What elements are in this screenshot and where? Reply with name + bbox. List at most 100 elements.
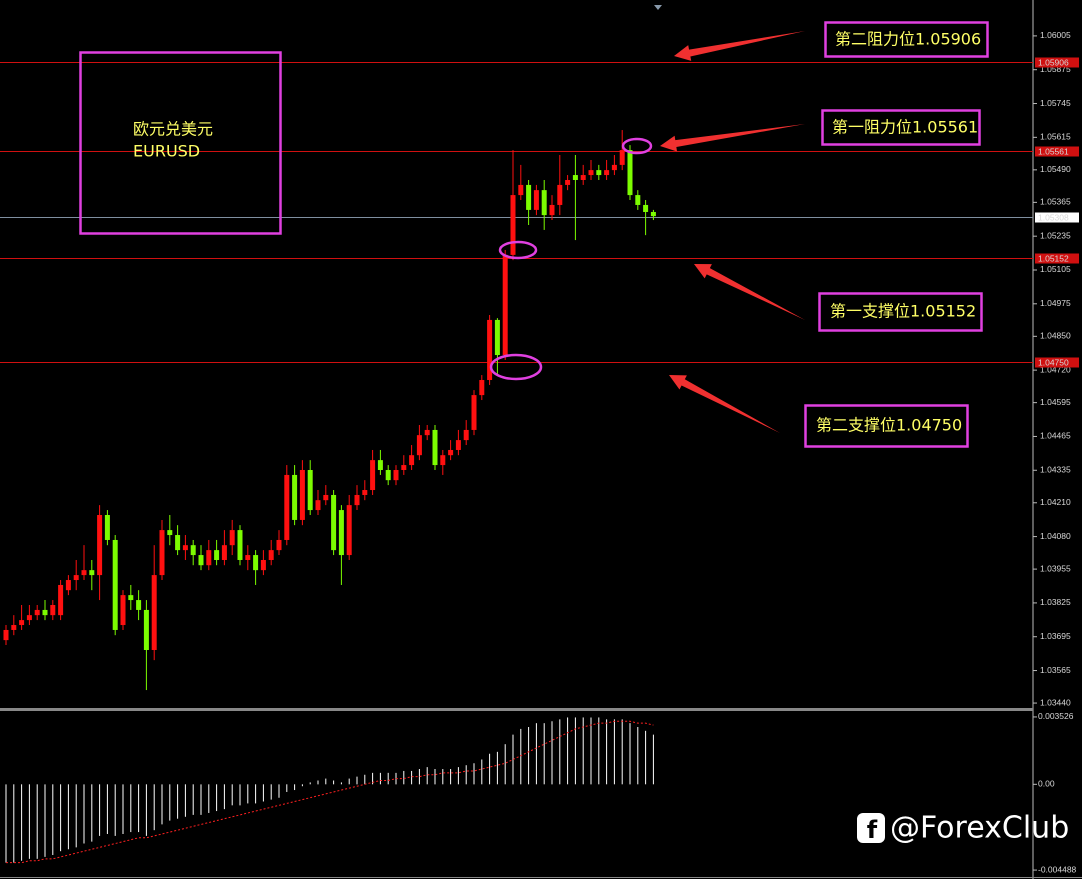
candle-body bbox=[370, 460, 376, 491]
arrow bbox=[660, 124, 805, 152]
candle-body bbox=[11, 625, 17, 630]
candle-body bbox=[89, 570, 95, 576]
y-tick-label: 1.06005 bbox=[1040, 30, 1071, 40]
shift-marker bbox=[654, 5, 662, 10]
candle-body bbox=[299, 470, 305, 520]
y-tick-label: 1.03695 bbox=[1040, 631, 1071, 641]
level-label: 1.05152 bbox=[1038, 253, 1069, 263]
level-box bbox=[1035, 253, 1079, 264]
y-tick-label: 1.05105 bbox=[1040, 264, 1071, 274]
candle-body bbox=[3, 629, 9, 641]
level-label: 1.04750 bbox=[1038, 357, 1069, 367]
annotation-box bbox=[818, 292, 983, 332]
candle-body bbox=[463, 429, 469, 441]
highlight-ellipse bbox=[498, 240, 538, 260]
candle-body bbox=[198, 555, 204, 566]
candle-body bbox=[245, 555, 251, 561]
candle-body bbox=[214, 550, 220, 561]
candle-body bbox=[604, 170, 610, 176]
candle-body bbox=[112, 539, 118, 630]
candle-body bbox=[284, 474, 290, 540]
y-tick-label: 1.05365 bbox=[1040, 197, 1071, 207]
candle-body bbox=[323, 494, 329, 501]
watermark-icon-glyph: f bbox=[867, 816, 878, 844]
y-tick-label: 1.03955 bbox=[1040, 563, 1071, 573]
candle-body bbox=[175, 535, 181, 551]
y-tick-label: 0.003526 bbox=[1038, 711, 1074, 721]
candle-body bbox=[136, 600, 142, 610]
candle-body bbox=[229, 530, 235, 546]
symbol: EURUSD bbox=[133, 142, 200, 161]
candle-body bbox=[19, 620, 25, 626]
level-box bbox=[1035, 146, 1079, 157]
candle-body bbox=[34, 609, 40, 616]
candle-body bbox=[611, 164, 617, 171]
candle-body bbox=[580, 175, 586, 180]
level-box bbox=[1035, 212, 1079, 223]
candle-body bbox=[120, 595, 126, 626]
watermark: @ForexClub bbox=[890, 811, 1069, 846]
y-tick-label: 1.05875 bbox=[1040, 64, 1071, 74]
level-label: 1.05561 bbox=[1038, 146, 1069, 156]
candle-body bbox=[650, 211, 656, 217]
candle-body bbox=[190, 545, 196, 556]
annotation: 第二支撑位1.04750 bbox=[816, 416, 962, 435]
candle-body bbox=[572, 175, 578, 180]
candle-body bbox=[487, 319, 493, 381]
candle-body bbox=[362, 490, 368, 495]
y-tick-label: 1.04210 bbox=[1040, 497, 1071, 507]
candle-body bbox=[643, 204, 649, 212]
y-tick-label: 0.00 bbox=[1038, 779, 1055, 789]
arrow bbox=[694, 264, 805, 320]
y-tick-label: -0.004488 bbox=[1038, 864, 1077, 874]
candle-body bbox=[167, 530, 173, 536]
y-tick-label: 1.05235 bbox=[1040, 230, 1071, 240]
highlight-ellipse bbox=[489, 353, 543, 381]
candle-body bbox=[385, 470, 391, 481]
candle-body bbox=[518, 184, 524, 196]
arrow bbox=[674, 31, 805, 61]
candle-body bbox=[58, 584, 64, 616]
y-tick-label: 1.04595 bbox=[1040, 397, 1071, 407]
candle-body bbox=[151, 575, 157, 650]
candle-body bbox=[401, 465, 407, 471]
candle-body bbox=[627, 150, 633, 196]
candle-body bbox=[182, 545, 188, 551]
candle-body bbox=[260, 560, 266, 571]
candle-body bbox=[65, 580, 71, 591]
candle-body bbox=[549, 204, 555, 216]
candle-body bbox=[533, 190, 539, 210]
candle-body bbox=[237, 530, 243, 561]
symbol-name: 欧元兑美元 bbox=[133, 120, 213, 139]
candle-body bbox=[73, 575, 79, 581]
annotation-box bbox=[824, 21, 989, 58]
candle-body bbox=[276, 539, 282, 551]
signal-line bbox=[6, 720, 654, 864]
candle-body bbox=[471, 395, 477, 430]
candle-body bbox=[253, 555, 259, 571]
arrow bbox=[669, 375, 780, 433]
candle-body bbox=[455, 440, 461, 450]
candle-body bbox=[635, 195, 641, 205]
highlight-ellipse bbox=[621, 137, 653, 155]
y-tick-label: 1.04975 bbox=[1040, 298, 1071, 308]
y-tick-label: 1.04335 bbox=[1040, 465, 1071, 475]
candle-body bbox=[502, 254, 508, 356]
candle-body bbox=[104, 515, 110, 540]
candle-body bbox=[424, 429, 430, 436]
candle-body bbox=[128, 595, 134, 601]
candle-body bbox=[565, 179, 571, 185]
candle-body bbox=[221, 545, 227, 561]
y-tick-label: 1.03440 bbox=[1040, 697, 1071, 707]
y-tick-label: 1.03565 bbox=[1040, 665, 1071, 675]
annotation: 第一阻力位1.05561 bbox=[832, 118, 978, 137]
y-tick-label: 1.05745 bbox=[1040, 98, 1071, 108]
candle-body bbox=[354, 494, 360, 506]
candle-body bbox=[409, 455, 415, 466]
candle-body bbox=[541, 190, 547, 216]
level-box bbox=[1035, 357, 1079, 368]
y-tick-label: 1.04080 bbox=[1040, 531, 1071, 541]
candle-body bbox=[377, 460, 383, 471]
